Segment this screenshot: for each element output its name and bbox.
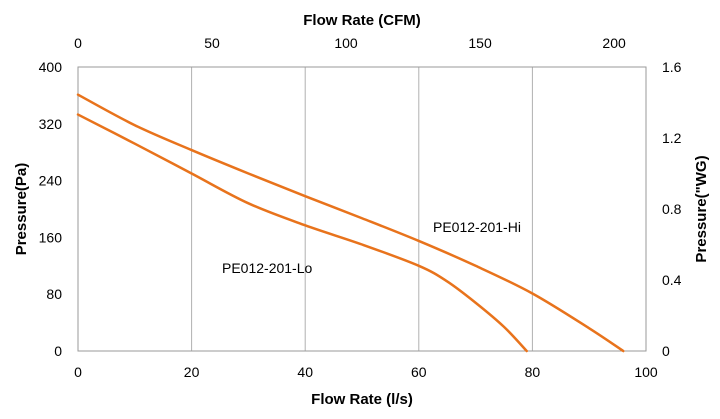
series-line-lo [76,113,528,353]
x-tick-label: 40 [297,364,313,380]
gridlines [77,67,647,351]
x-top-tick-label: 0 [74,35,82,51]
y-right-tick-label: 0 [662,343,670,359]
y-right-tick-label: 0.8 [662,201,682,217]
y-tick-label: 160 [39,229,63,245]
x-tick-label: 0 [74,364,82,380]
plot-area-frame [77,66,647,352]
y-tick-label: 80 [46,286,62,302]
x-top-tick-label: 50 [204,35,220,51]
y-axis-title: Pressure(Pa) [13,163,30,256]
x-top-tick-label: 100 [334,35,358,51]
series-label-hi: PE012-201-Hi [433,219,521,235]
series-lines [76,93,625,353]
series-line-hi [76,93,625,353]
y-tick-label: 240 [39,173,63,189]
x-top-axis-title: Flow Rate (CFM) [303,12,421,29]
x-tick-label: 80 [525,364,541,380]
x-tick-label: 20 [184,364,200,380]
x-top-tick-label: 150 [468,35,492,51]
y-tick-label: 400 [39,59,63,75]
y-right-tick-label: 1.2 [662,130,682,146]
x-top-tick-label: 200 [602,35,626,51]
y-right-tick-label: 1.6 [662,59,682,75]
y-right-axis-title: Pressure("WG) [693,155,710,262]
y-tick-label: 0 [54,343,62,359]
series-label-lo: PE012-201-Lo [222,260,313,276]
x-tick-label: 60 [411,364,427,380]
x-axis-title: Flow Rate (l/s) [311,391,413,408]
y-tick-label: 320 [39,116,63,132]
x-tick-label: 100 [634,364,658,380]
y-right-tick-label: 0.4 [662,272,682,288]
